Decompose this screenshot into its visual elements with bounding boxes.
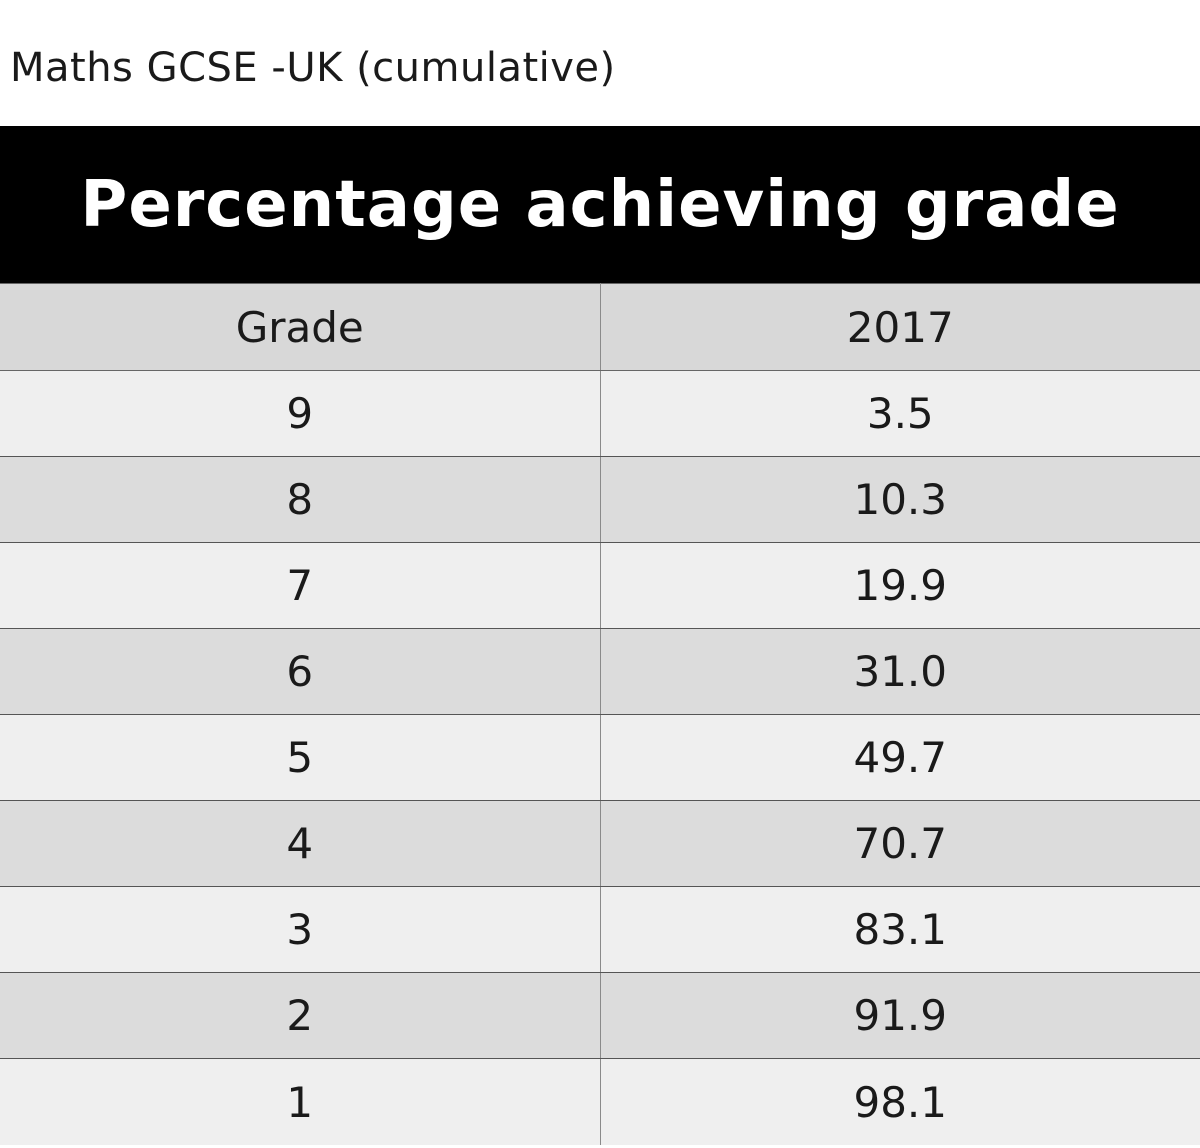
percentage-cell: 91.9 bbox=[600, 972, 1200, 1059]
percentage-cell: 49.7 bbox=[600, 714, 1200, 801]
grade-cell: 4 bbox=[0, 800, 601, 887]
table-row: 6 31.0 bbox=[0, 628, 1200, 715]
page-title: Maths GCSE -UK (cumulative) bbox=[10, 45, 616, 91]
grade-cell: 2 bbox=[0, 972, 601, 1059]
table-row: 2 91.9 bbox=[0, 972, 1200, 1059]
table-banner-row: Percentage achieving grade bbox=[0, 126, 1200, 284]
grade-cell: 5 bbox=[0, 714, 601, 801]
grade-cell: 8 bbox=[0, 456, 601, 543]
grade-cell: 1 bbox=[0, 1058, 601, 1145]
table-body: 9 3.5 8 10.3 7 19.9 6 31.0 5 49.7 4 70.7 3 83.1 2 91.9 1… bbox=[0, 370, 1200, 1145]
table-title: Percentage achieving grade bbox=[0, 126, 1200, 284]
percentage-cell: 83.1 bbox=[600, 886, 1200, 973]
column-header-grade: Grade bbox=[0, 283, 601, 371]
table-row: 1 98.1 bbox=[0, 1058, 1200, 1145]
table-row: 8 10.3 bbox=[0, 456, 1200, 543]
table-row: 7 19.9 bbox=[0, 542, 1200, 629]
percentage-cell: 19.9 bbox=[600, 542, 1200, 629]
grade-cell: 7 bbox=[0, 542, 601, 629]
table-row: 5 49.7 bbox=[0, 714, 1200, 801]
percentage-cell: 70.7 bbox=[600, 800, 1200, 887]
percentage-cell: 3.5 bbox=[600, 370, 1200, 457]
column-header-year: 2017 bbox=[600, 283, 1200, 371]
grade-cell: 6 bbox=[0, 628, 601, 715]
table-row: 4 70.7 bbox=[0, 800, 1200, 887]
table-row: 3 83.1 bbox=[0, 886, 1200, 973]
table-row: 9 3.5 bbox=[0, 370, 1200, 457]
percentage-cell: 10.3 bbox=[600, 456, 1200, 543]
grade-cell: 3 bbox=[0, 886, 601, 973]
percentage-cell: 31.0 bbox=[600, 628, 1200, 715]
column-header-row: Grade 2017 bbox=[0, 283, 1200, 371]
grade-cell: 9 bbox=[0, 370, 601, 457]
percentage-cell: 98.1 bbox=[600, 1058, 1200, 1145]
